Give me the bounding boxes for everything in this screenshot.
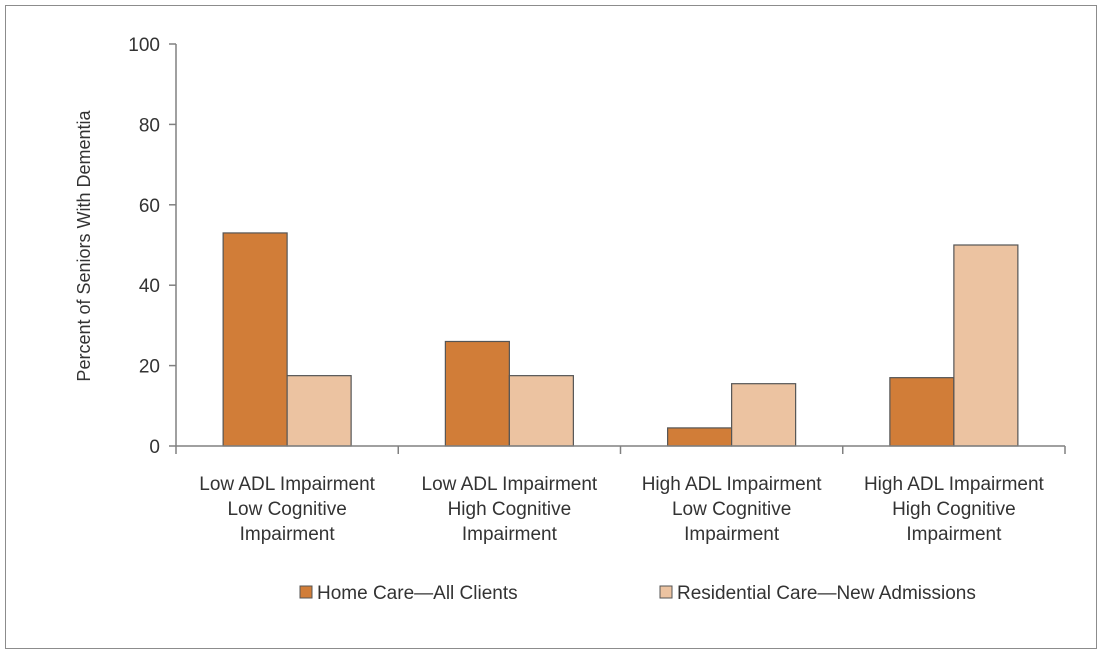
legend-swatch-2 — [659, 585, 673, 599]
y-tick-label: 80 — [139, 115, 160, 136]
y-tick-label: 100 — [128, 35, 160, 56]
y-tick-label: 40 — [139, 276, 160, 297]
y-tick-label: 0 — [149, 437, 160, 458]
bar-residential-care-3 — [731, 383, 797, 447]
bar-residential-care-4 — [953, 244, 1019, 447]
bar-home-care-1 — [222, 232, 288, 447]
y-axis-ticks: 0 20 40 60 80 100 — [128, 35, 176, 458]
legend-label-1: Home Care—All Clients — [317, 583, 518, 604]
bars — [222, 232, 1019, 447]
y-tick-label: 20 — [139, 357, 160, 378]
chart-frame — [5, 5, 1097, 649]
category-label: High ADL Impairment High Cognitive Impairm… — [864, 474, 1045, 545]
category-label: Low ADL Impairment High Cognitive Impairme… — [422, 474, 598, 545]
y-axis-label: Percent of Seniors With Dementia — [74, 109, 94, 381]
bar-home-care-4 — [889, 377, 955, 447]
legend: Home Care—All Clients Residential Care—Ne… — [299, 583, 976, 604]
category-label: High ADL Impairment Low Cognitive Impairme… — [642, 474, 823, 545]
legend-label-2: Residential Care—New Admissions — [677, 583, 976, 604]
legend-swatch-1 — [299, 585, 313, 599]
bar-home-care-2 — [444, 340, 510, 447]
bar-residential-care-2 — [508, 375, 574, 447]
category-label: Low ADL Impairment Low Cognitive Impairmen… — [199, 474, 375, 545]
bar-residential-care-1 — [286, 375, 352, 447]
axes — [175, 44, 1066, 454]
bar-home-care-3 — [667, 427, 733, 447]
y-tick-label: 60 — [139, 196, 160, 217]
category-labels: Low ADL Impairment Low Cognitive Impairmen… — [199, 474, 1044, 545]
